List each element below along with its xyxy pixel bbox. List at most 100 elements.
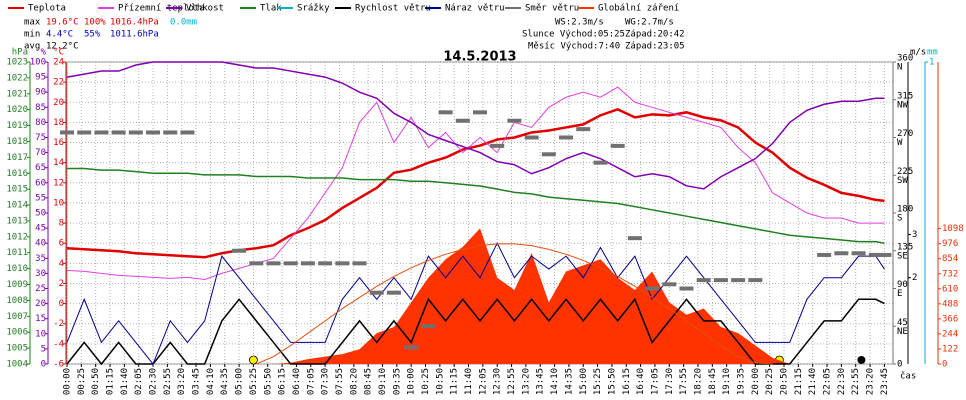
x-tick-label: 05:50	[263, 368, 273, 395]
chart-title: 14.5.2013	[443, 50, 516, 65]
x-tick-label: 05:00	[235, 368, 245, 395]
y-tick-label: 732	[942, 269, 958, 279]
y-tick-label: 122	[942, 344, 958, 354]
stats: max 19.6°C 100% 1016.4hPa 0.0mm min 4.4°…	[24, 18, 685, 52]
x-tick-label: 01:15	[106, 368, 116, 395]
y-tick-label: 1004	[6, 360, 28, 370]
x-tick-label: 03:20	[177, 368, 187, 395]
legend-label: Náraz větru	[445, 4, 505, 14]
y-tick-label: 0	[41, 360, 46, 370]
point	[627, 236, 642, 241]
point	[731, 278, 746, 283]
y-tick-label: E	[897, 289, 902, 299]
legend-label: Rychlost větru	[355, 4, 431, 14]
y-tick-label: 15	[35, 314, 46, 324]
y-tick-label: 75	[35, 133, 46, 143]
point	[146, 130, 161, 135]
y-tick-label: 1023	[6, 58, 28, 68]
x-tick-label: 00:50	[91, 368, 101, 395]
y-tick-label: 1022	[6, 73, 28, 83]
axis-label: °C	[53, 48, 64, 58]
y-tick-label: 18	[53, 118, 64, 128]
y-tick-label: 1012	[6, 232, 28, 242]
y-tick-label: 366	[942, 314, 958, 324]
y-tick-label: 45	[897, 318, 908, 328]
axis-label: hPa	[12, 48, 28, 58]
y-tick-label: 0	[942, 360, 947, 370]
x-tick-label: 22:55	[851, 368, 861, 395]
point	[60, 130, 74, 135]
y-tick-label: 80	[35, 118, 46, 128]
y-tick-label: 20	[53, 98, 64, 108]
y-tick-label: 45	[35, 224, 46, 234]
point	[593, 160, 608, 165]
y-tick-label: 24	[53, 58, 64, 68]
point	[507, 118, 522, 123]
x-tick-label: 17:55	[679, 368, 689, 395]
y-tick-label: 4	[59, 259, 64, 269]
stat: Západ:20:42	[625, 30, 685, 40]
point	[877, 252, 892, 257]
stat: 100%	[84, 18, 106, 28]
y-tick-label: 100	[30, 58, 46, 68]
line	[66, 86, 885, 280]
stat: min	[24, 30, 40, 40]
point	[748, 278, 763, 283]
point	[610, 143, 625, 148]
y-tick-label: 1098	[942, 224, 964, 234]
y-tick-label: 12	[53, 178, 64, 188]
x-tick-label: 05:25	[249, 368, 259, 395]
y-tick-label: 488	[942, 299, 958, 309]
stat: max	[24, 18, 41, 28]
stat: 55%	[84, 30, 101, 40]
point	[421, 324, 436, 329]
y-tick-label: 1006	[6, 328, 28, 338]
stat: 1016.4hPa	[110, 18, 159, 28]
y-tick-label: -6	[53, 360, 64, 370]
point	[817, 252, 832, 257]
y-tick-label: 3	[912, 230, 917, 240]
stat: 19.6°C	[46, 18, 79, 28]
x-tick-label: 13:20	[521, 368, 531, 395]
y-tick-label: 16	[53, 138, 64, 148]
stat: 0.0mm	[170, 18, 197, 28]
x-tick-label: 07:30	[321, 368, 331, 395]
x-tick-label: 04:35	[220, 368, 230, 395]
x-tick-label: 22:30	[837, 368, 847, 395]
y-tick-label: 25	[35, 284, 46, 294]
y-tick-label: 95	[35, 73, 46, 83]
x-tick-label: 14:10	[550, 368, 560, 395]
stat: 12.2°C	[46, 42, 79, 52]
x-tick-label: 15:50	[607, 368, 617, 395]
point	[128, 130, 143, 135]
x-tick-label: 14:35	[564, 368, 574, 395]
point	[696, 278, 711, 283]
y-tick-label: 1015	[6, 185, 28, 195]
y-tick-label: 244	[942, 329, 958, 339]
point	[163, 130, 178, 135]
point	[713, 278, 728, 283]
x-tick-label: 21:40	[808, 368, 818, 395]
y-tick-label: 1017	[6, 153, 28, 163]
stat: Západ:23:05	[625, 42, 685, 52]
y-tick-label: 610	[942, 284, 958, 294]
y-tick-label: 10	[53, 198, 64, 208]
stat: 4.4°C	[46, 30, 73, 40]
y-tick-label: 1011	[6, 248, 28, 258]
line	[66, 297, 885, 366]
y-tick-label: 2	[912, 273, 917, 283]
stat: 1011.6hPa	[110, 30, 159, 40]
point	[490, 143, 505, 148]
y-tick-label: 360	[897, 54, 913, 64]
x-tick-label: 02:30	[149, 368, 159, 395]
y-tick-label: 20	[35, 299, 46, 309]
stat: avg	[24, 42, 40, 52]
point	[834, 251, 849, 256]
point	[94, 130, 109, 135]
x-tick-label: 10:50	[435, 368, 445, 395]
x-tick-label: 16:40	[636, 368, 646, 395]
x-tick-label: 12:30	[493, 368, 503, 395]
x-tick-label: 20:00	[751, 368, 761, 395]
y-tick-label: 60	[35, 178, 46, 188]
